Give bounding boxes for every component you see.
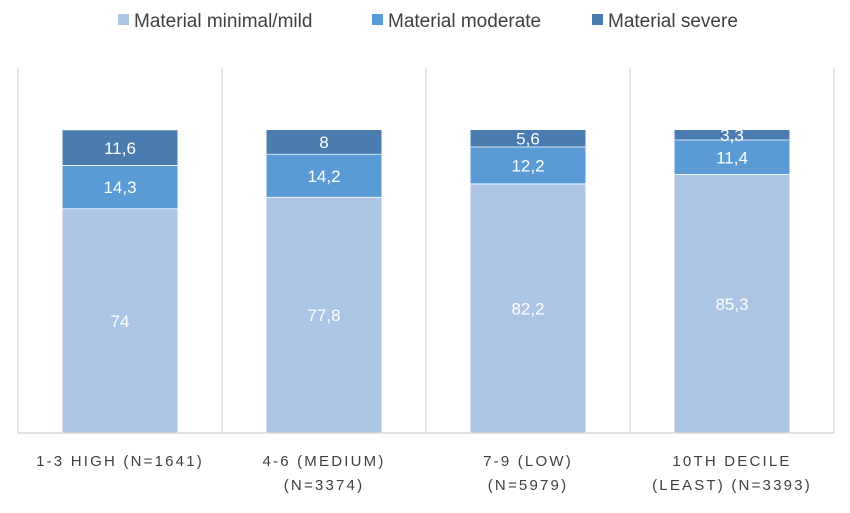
bar-segment (62, 208, 178, 433)
category-label: (N=3374) (284, 477, 365, 494)
legend-swatch (592, 14, 603, 25)
data-label: 8 (319, 133, 328, 152)
data-label: 14,2 (307, 167, 340, 186)
bar-segment (266, 197, 382, 433)
data-label: 74 (111, 312, 130, 331)
bar-segment (266, 130, 382, 155)
legend: Material minimal/mild Material moderate Ma… (118, 11, 738, 32)
legend-swatch (118, 14, 129, 25)
bar-segment (674, 139, 790, 175)
legend-label: Material moderate (388, 11, 541, 32)
legend-label: Material minimal/mild (134, 11, 312, 32)
data-label: 85,3 (715, 295, 748, 314)
bar-segment (470, 130, 586, 147)
x-axis-labels: 1-3 HIGH (N=1641) 4-6 (MEDIUM) (N=3374) 7-9… (36, 453, 812, 494)
data-label: 11,4 (716, 148, 748, 167)
category-label: 7-9 (LOW) (483, 453, 573, 470)
category-label: 10TH DECILE (672, 453, 791, 470)
category-label: 4-6 (MEDIUM) (262, 453, 385, 470)
category-label: 1-3 HIGH (N=1641) (36, 453, 204, 470)
data-label: 3,3 (720, 126, 744, 145)
category-label: (LEAST) (N=3393) (652, 477, 812, 494)
data-label: 5,6 (516, 129, 540, 148)
bar-segment (470, 183, 586, 433)
data-label: 82,2 (511, 299, 544, 318)
legend-label: Material severe (608, 11, 738, 32)
data-label: 77,8 (307, 306, 340, 325)
bar-segment (266, 154, 382, 198)
bar-segment (674, 174, 790, 433)
bar-segment (470, 146, 586, 184)
bar-segment (62, 130, 178, 166)
data-label: 11,6 (104, 139, 136, 158)
bar-segment (674, 130, 790, 140)
bars (62, 130, 790, 433)
category-label: (N=5979) (488, 477, 569, 494)
bar-segment (62, 165, 178, 209)
category-dividers (17, 68, 835, 433)
legend-swatch (372, 14, 383, 25)
data-label: 14,3 (103, 178, 136, 197)
value-labels: 74 14,3 11,6 77,8 14,2 8 82,2 12,2 5,6 85,3 11,4 3,… (103, 126, 748, 331)
data-label: 12,2 (511, 156, 544, 175)
